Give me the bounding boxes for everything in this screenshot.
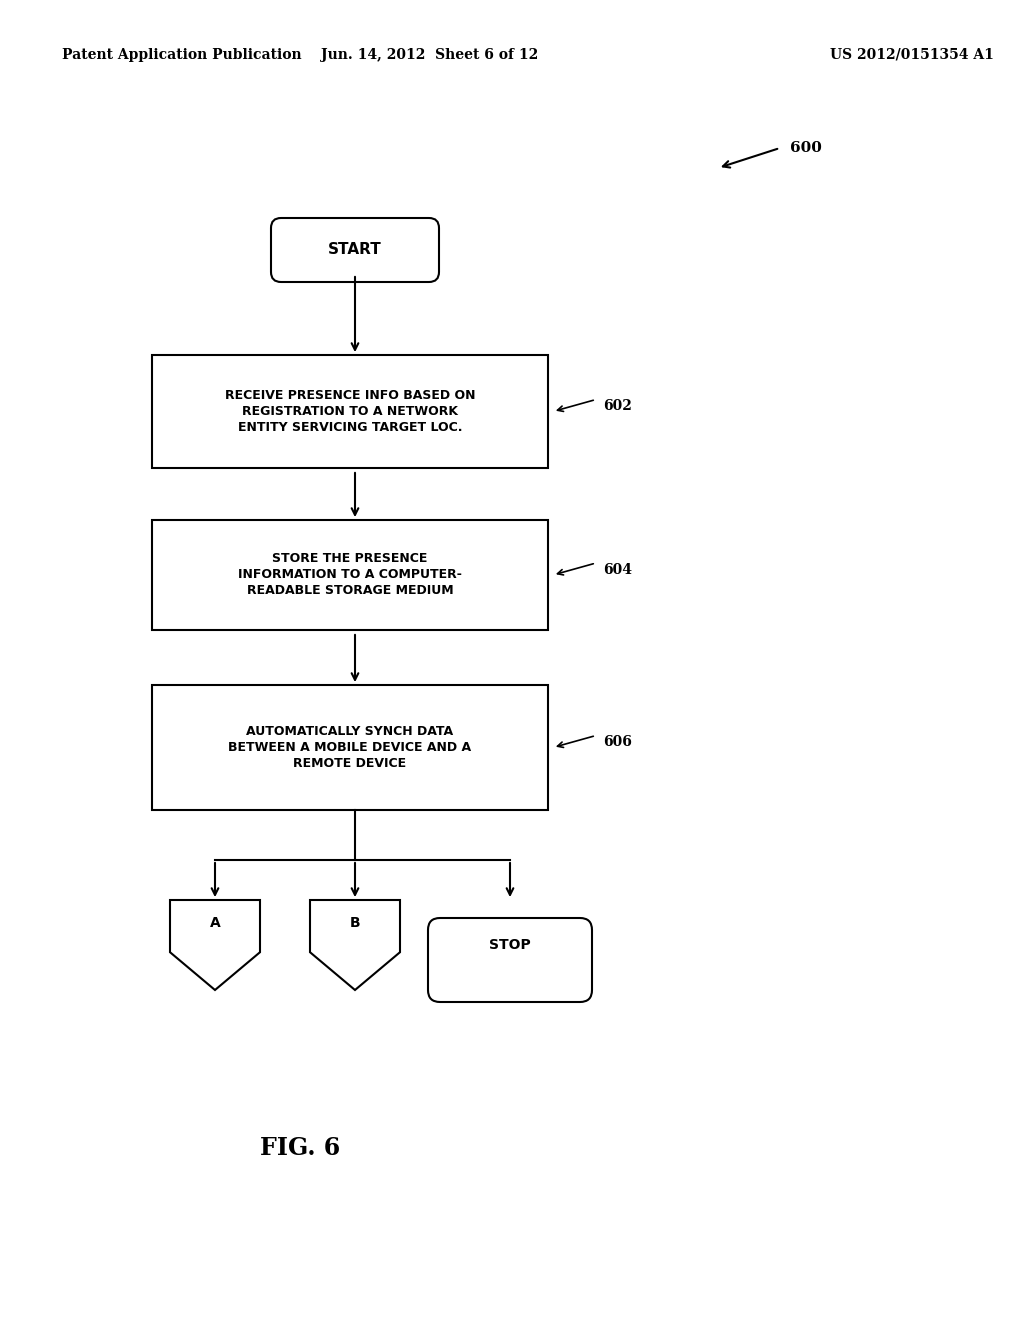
Text: 600: 600: [790, 141, 822, 154]
Text: STORE THE PRESENCE: STORE THE PRESENCE: [272, 553, 428, 565]
Text: 602: 602: [603, 400, 632, 413]
Polygon shape: [170, 900, 260, 990]
Bar: [152, 355, 548, 469]
Text: 604: 604: [603, 564, 632, 577]
Polygon shape: [310, 900, 400, 990]
Text: INFORMATION TO A COMPUTER-: INFORMATION TO A COMPUTER-: [238, 569, 462, 582]
Text: 606: 606: [603, 735, 632, 750]
Text: RECEIVE PRESENCE INFO BASED ON: RECEIVE PRESENCE INFO BASED ON: [224, 389, 475, 403]
Text: US 2012/0151354 A1: US 2012/0151354 A1: [830, 48, 994, 62]
Bar: [152, 520, 548, 630]
Text: BETWEEN A MOBILE DEVICE AND A: BETWEEN A MOBILE DEVICE AND A: [228, 741, 472, 754]
Text: FIG. 6: FIG. 6: [260, 1137, 340, 1160]
FancyBboxPatch shape: [271, 218, 439, 282]
Text: AUTOMATICALLY SYNCH DATA: AUTOMATICALLY SYNCH DATA: [247, 725, 454, 738]
Text: Patent Application Publication: Patent Application Publication: [62, 48, 302, 62]
Text: A: A: [210, 916, 220, 931]
Text: B: B: [349, 916, 360, 931]
Text: ENTITY SERVICING TARGET LOC.: ENTITY SERVICING TARGET LOC.: [238, 421, 462, 434]
Text: READABLE STORAGE MEDIUM: READABLE STORAGE MEDIUM: [247, 585, 454, 598]
Text: STOP: STOP: [489, 939, 530, 952]
Text: Jun. 14, 2012  Sheet 6 of 12: Jun. 14, 2012 Sheet 6 of 12: [322, 48, 539, 62]
Text: START: START: [328, 243, 382, 257]
Text: REMOTE DEVICE: REMOTE DEVICE: [294, 756, 407, 770]
Bar: [152, 685, 548, 810]
FancyBboxPatch shape: [428, 917, 592, 1002]
Text: REGISTRATION TO A NETWORK: REGISTRATION TO A NETWORK: [242, 405, 458, 418]
